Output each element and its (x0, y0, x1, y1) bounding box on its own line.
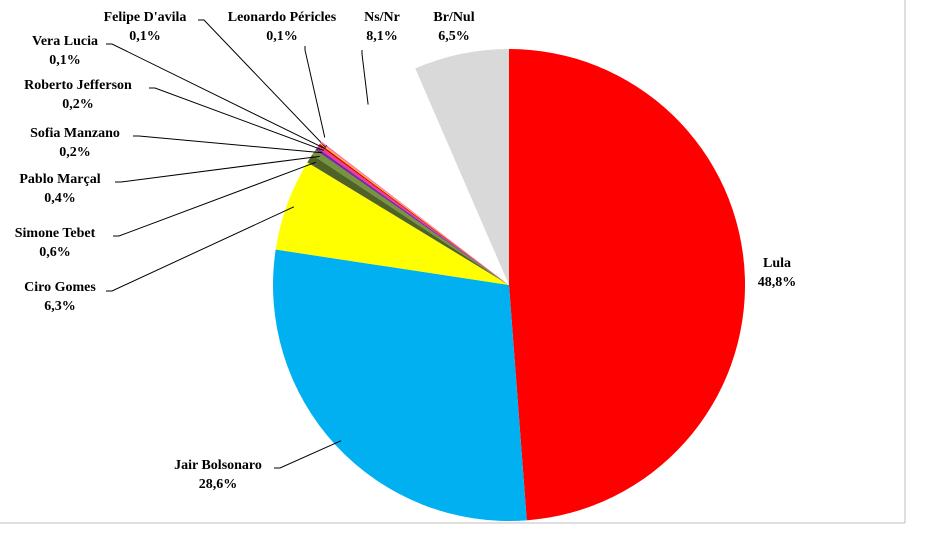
category-label: Vera Lucia (32, 34, 98, 49)
pie-slice (312, 149, 509, 285)
category-label: Simone Tebet (15, 226, 96, 241)
leader-line (115, 155, 320, 183)
value-label: 0,6% (39, 245, 71, 260)
value-label: 0,2% (62, 97, 94, 112)
leader-line (133, 135, 323, 154)
leader-line (113, 161, 316, 237)
category-label: Ns/Nr (364, 10, 400, 25)
value-label: 0,4% (44, 191, 76, 206)
category-label: Sofia Manzano (30, 126, 120, 141)
pie-slice (320, 141, 509, 285)
category-label: Lula (763, 256, 791, 271)
leader-line (149, 87, 324, 151)
leader-line (361, 50, 369, 105)
leader-line (198, 19, 327, 148)
value-label: 0,1% (266, 29, 298, 44)
pie-slice (273, 249, 527, 522)
category-label: Felipe D'avila (104, 10, 187, 25)
value-label: 28,6% (199, 477, 238, 492)
category-label: Roberto Jefferson (24, 78, 132, 93)
category-label: Jair Bolsonaro (174, 458, 262, 473)
pie-slice (319, 142, 509, 285)
value-label: 0,1% (49, 53, 81, 68)
leader-line (304, 46, 328, 147)
pie-slice (275, 162, 509, 285)
category-label: Br/Nul (433, 10, 474, 25)
category-label: Pablo Marçal (19, 172, 100, 187)
category-label: Ciro Gomes (24, 280, 96, 295)
pie-slice (415, 49, 509, 285)
pie-slice (317, 145, 509, 285)
value-label: 6,3% (44, 299, 76, 314)
category-label: Leonardo Péricles (228, 10, 337, 25)
leader-line (106, 206, 295, 292)
leader-line (274, 440, 342, 469)
leader-line (106, 43, 326, 150)
pie-slice (307, 154, 509, 285)
value-label: 6,5% (438, 29, 470, 44)
value-label: 0,2% (59, 145, 91, 160)
pie-slice (321, 68, 509, 285)
value-label: 0,1% (129, 29, 161, 44)
pie-slice (315, 147, 509, 285)
pie-slice (318, 143, 509, 285)
value-label: 48,8% (758, 275, 797, 290)
pie-slice (509, 49, 746, 521)
value-label: 8,1% (366, 29, 398, 44)
